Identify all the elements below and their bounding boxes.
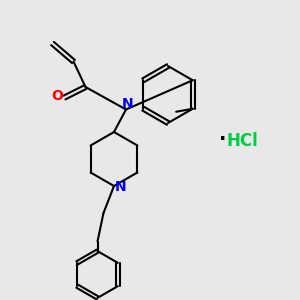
Text: O: O bbox=[51, 89, 63, 103]
Text: N: N bbox=[115, 180, 126, 194]
Text: HCl: HCl bbox=[226, 132, 258, 150]
Text: N: N bbox=[122, 97, 133, 111]
Text: ·: · bbox=[219, 130, 226, 149]
